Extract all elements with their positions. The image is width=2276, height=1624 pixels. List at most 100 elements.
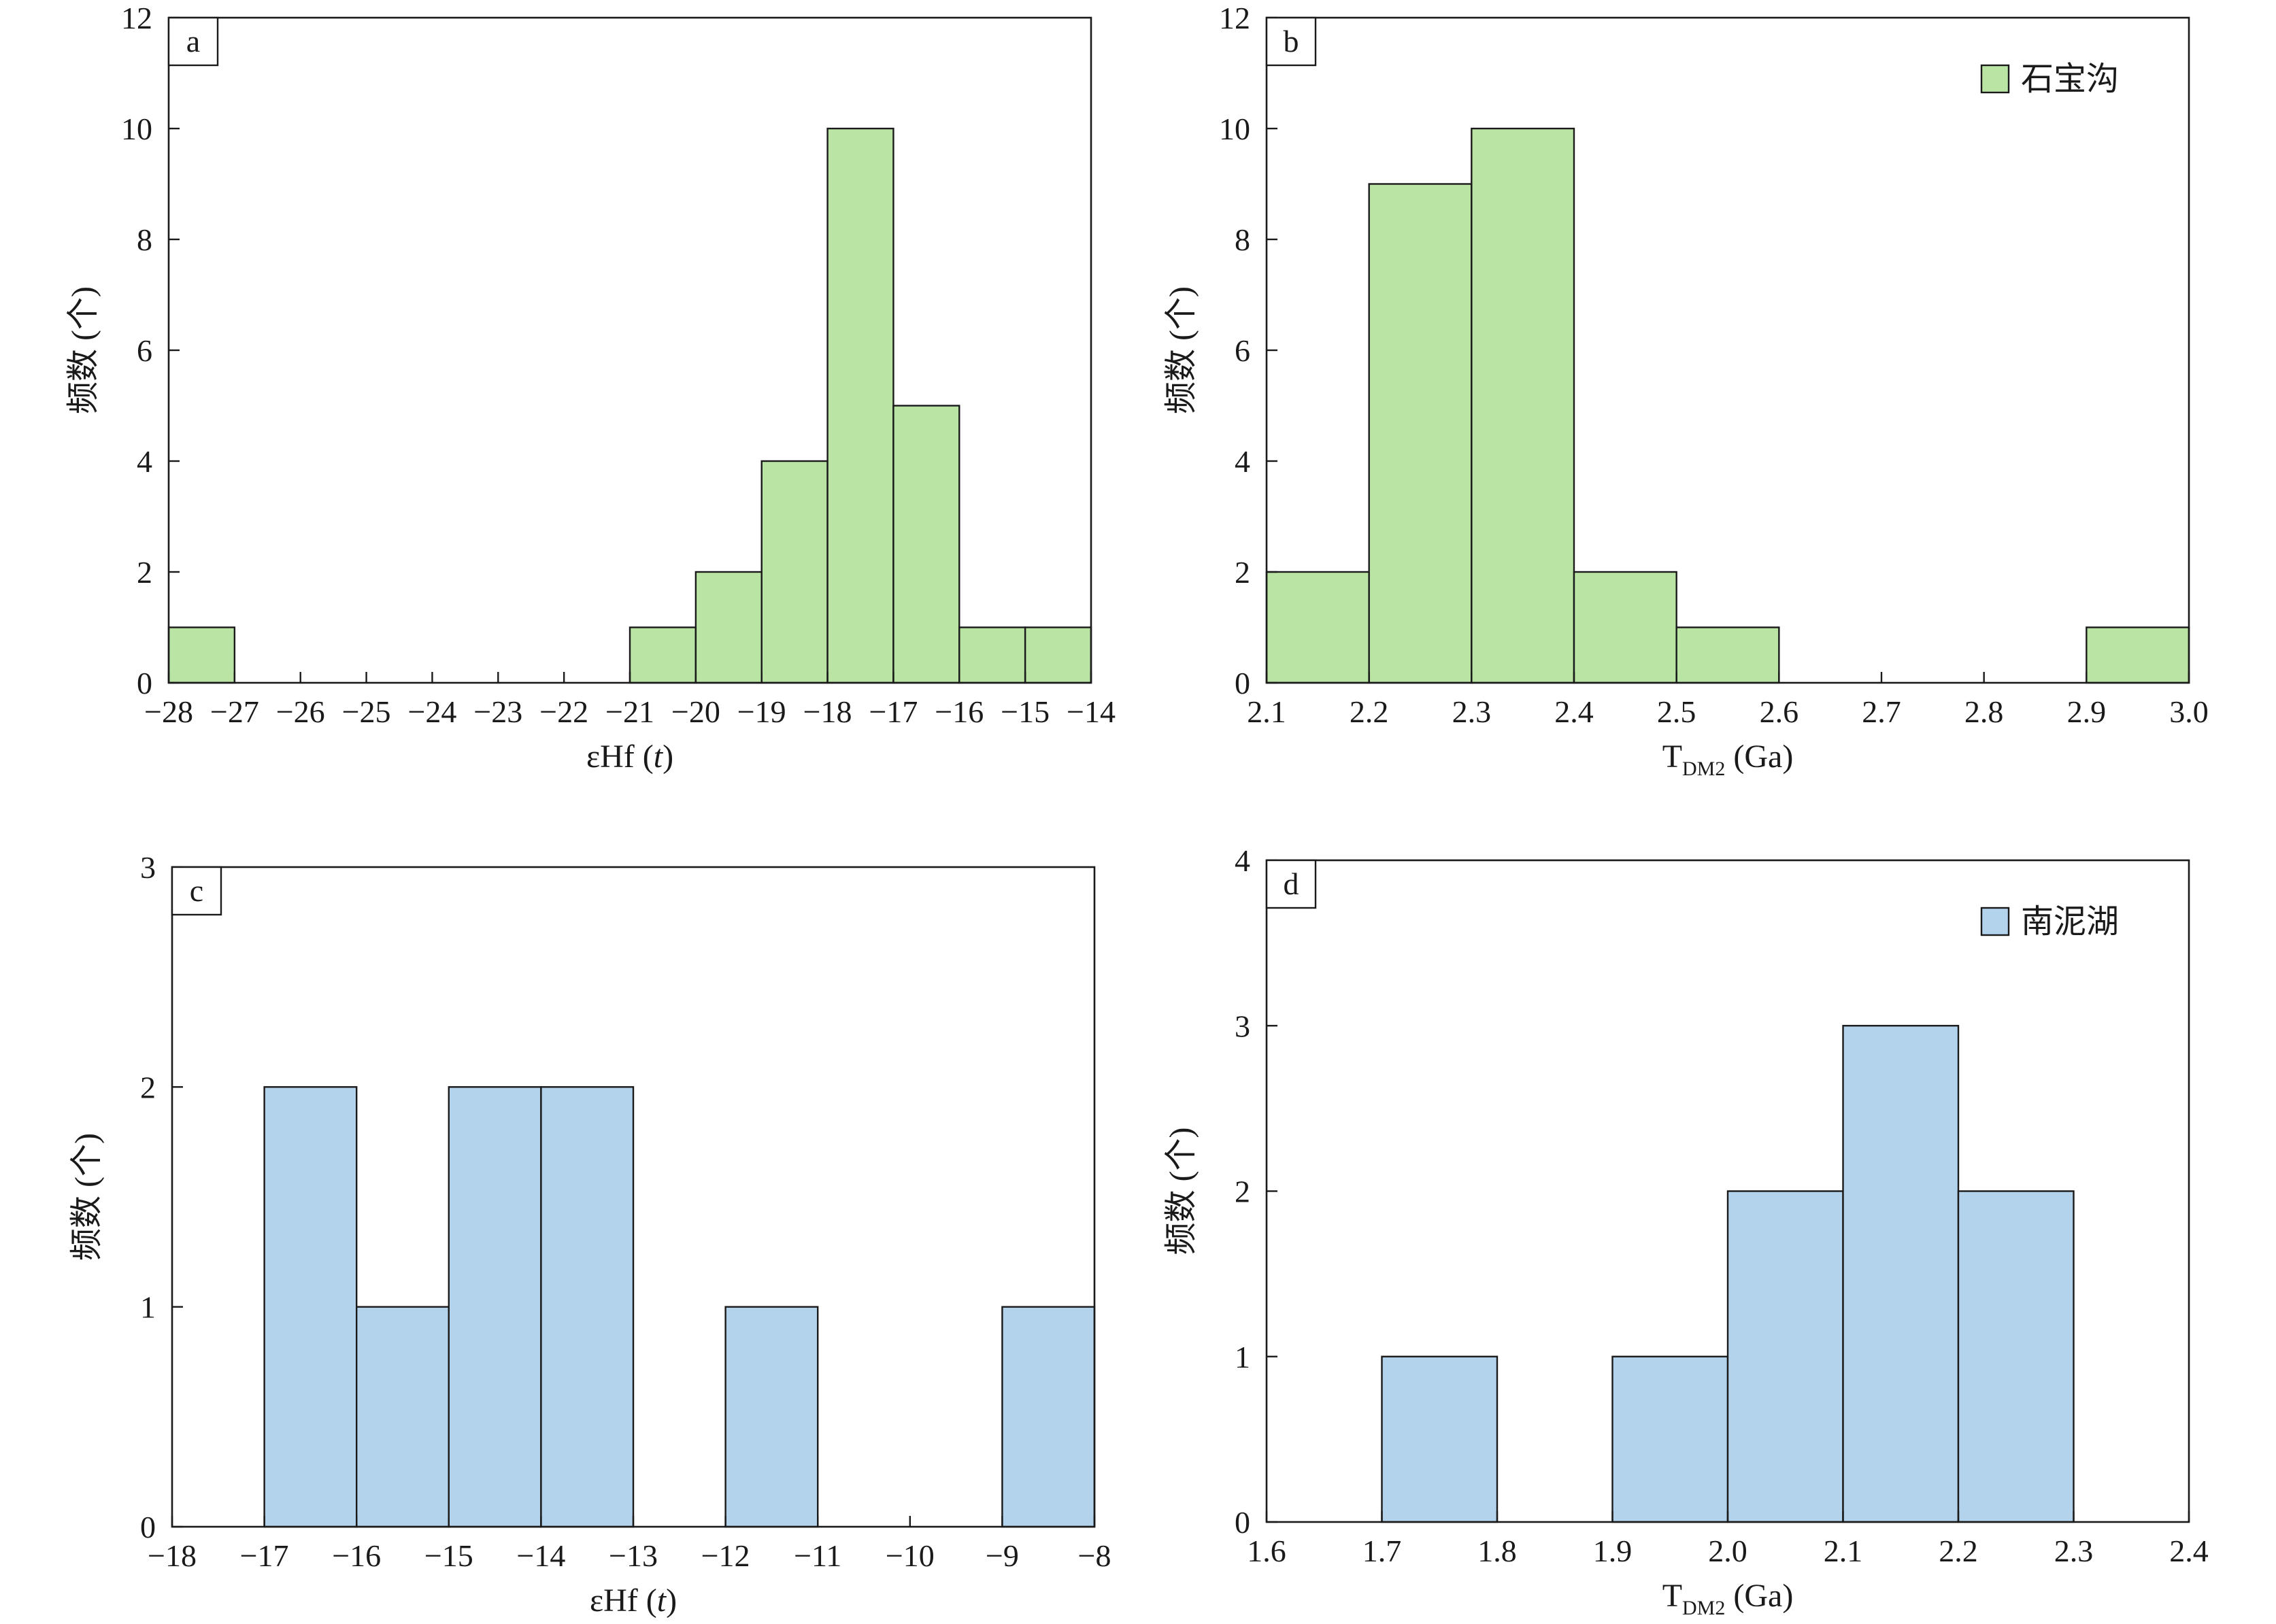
histogram-bar — [1573, 571, 1677, 684]
panel-label-box — [1265, 859, 1317, 909]
x-tick-label: −17 — [240, 1538, 289, 1573]
histogram-bar — [1368, 183, 1473, 684]
x-tick-label: 1.8 — [1477, 1534, 1517, 1568]
x-tick-label: −14 — [1067, 694, 1116, 729]
x-tick-label: 2.2 — [1939, 1534, 1978, 1568]
histogram-bar — [1471, 127, 1575, 684]
legend-label: 南泥湖 — [2021, 904, 2119, 940]
panel-label-box — [171, 866, 222, 916]
y-tick-label: 4 — [1235, 444, 1250, 479]
histogram-bar — [1381, 1355, 1499, 1523]
panel-b: 2.1 2.2 2.3 2.4 2.5 2.6 2.7 2.8 2.9 3.0 0 2 4 6 8 10 12 T… — [1163, 1, 2209, 780]
y-tick-label: 2 — [1235, 555, 1250, 590]
histogram-bar — [892, 405, 960, 684]
panel-label-box — [1265, 16, 1317, 67]
y-tick-label: 10 — [1219, 112, 1250, 146]
y-tick-label: 8 — [137, 222, 152, 257]
y-tick-label: 12 — [121, 1, 152, 35]
y-tick-label: 1 — [140, 1290, 156, 1325]
y-axis-title: 频数 (个) — [69, 1133, 105, 1261]
x-tick-label: −12 — [701, 1538, 750, 1573]
y-tick-label: 0 — [1235, 666, 1250, 700]
histogram-bar — [1024, 626, 1092, 684]
histogram-bar — [1842, 1025, 1960, 1523]
histogram-bar — [958, 626, 1026, 684]
y-tick-label: 2 — [1235, 1174, 1250, 1209]
x-tick-label: −19 — [737, 694, 786, 729]
x-tick-label: 2.2 — [1350, 694, 1389, 729]
x-tick-label: 2.4 — [1554, 694, 1594, 729]
y-tick-label: 0 — [140, 1510, 156, 1544]
x-tick-label: −18 — [803, 694, 852, 729]
x-tick-label: −23 — [473, 694, 522, 729]
x-tick-label: −27 — [210, 694, 259, 729]
y-tick-label: 6 — [137, 333, 152, 368]
y-tick-label: 3 — [1235, 1009, 1250, 1043]
histogram-bar — [167, 626, 236, 684]
x-tick-label: −26 — [276, 694, 325, 729]
y-tick-label: 12 — [1219, 1, 1250, 35]
histogram-bar — [1611, 1355, 1729, 1523]
x-tick-label: 2.3 — [1452, 694, 1492, 729]
x-tick-label: 2.7 — [1862, 694, 1901, 729]
x-tick-label: 2.8 — [1964, 694, 2004, 729]
histogram-bar — [724, 1306, 819, 1528]
panel-label: d — [1284, 866, 1299, 901]
x-tick-label: 1.7 — [1362, 1534, 1402, 1568]
y-tick-label: 10 — [121, 112, 152, 146]
x-axis-title: TDM2 (Ga) — [1662, 1578, 1794, 1619]
x-tick-label: −24 — [407, 694, 456, 729]
panel-label-box — [167, 16, 219, 67]
legend-swatch — [1980, 64, 2010, 94]
histogram-bar — [1265, 571, 1370, 684]
x-tick-label: −8 — [1078, 1538, 1111, 1573]
x-tick-label: −22 — [539, 694, 588, 729]
y-tick-label: 0 — [137, 666, 152, 700]
panel-c: −18 −17 −16 −15 −14 −13 −12 −11 −10 −9 −8 0 1 2 3 εHf (… — [69, 850, 1111, 1619]
y-tick-label: 4 — [137, 444, 152, 479]
x-tick-label: 3.0 — [2169, 694, 2209, 729]
panel-label: c — [190, 873, 203, 908]
y-tick-label: 0 — [1235, 1505, 1250, 1540]
y-axis-title: 频数 (个) — [65, 286, 101, 414]
x-tick-label: −15 — [424, 1538, 473, 1573]
histogram-bar — [540, 1086, 635, 1528]
histogram-bar — [2086, 626, 2190, 684]
x-tick-label: 2.9 — [2067, 694, 2107, 729]
panel-d: 1.6 1.7 1.8 1.9 2.0 2.1 2.2 2.3 2.4 0 1 2 3 4 TDM2 (Ga… — [1163, 843, 2209, 1619]
x-tick-label: −16 — [332, 1538, 381, 1573]
x-tick-label: 2.1 — [1247, 694, 1286, 729]
x-tick-label: −17 — [869, 694, 918, 729]
x-tick-label: −15 — [1001, 694, 1050, 729]
x-tick-label: −11 — [794, 1538, 841, 1573]
histogram-bar — [760, 460, 829, 684]
legend-swatch — [1980, 907, 2010, 936]
histogram-bar — [1675, 626, 1780, 684]
y-tick-label: 8 — [1235, 222, 1250, 257]
x-tick-label: 2.1 — [1824, 1534, 1863, 1568]
histogram-bar — [263, 1086, 358, 1528]
y-tick-label: 1 — [1235, 1340, 1250, 1374]
x-axis-title: TDM2 (Ga) — [1662, 739, 1794, 780]
x-tick-label: −13 — [609, 1538, 658, 1573]
panel-label: a — [186, 24, 200, 58]
x-tick-label: 2.6 — [1760, 694, 1799, 729]
x-tick-label: −14 — [516, 1538, 565, 1573]
x-tick-label: −10 — [886, 1538, 935, 1573]
histogram-bar — [1726, 1190, 1844, 1523]
x-tick-label: −21 — [605, 694, 654, 729]
histogram-bar — [448, 1086, 542, 1528]
x-tick-label: 2.5 — [1657, 694, 1696, 729]
y-tick-label: 6 — [1235, 333, 1250, 368]
y-axis-title: 频数 (个) — [1163, 1128, 1199, 1255]
x-tick-label: 2.3 — [2054, 1534, 2094, 1568]
x-tick-label: −16 — [935, 694, 984, 729]
x-tick-label: −25 — [342, 694, 391, 729]
y-axis-title: 频数 (个) — [1163, 286, 1199, 414]
histogram-bar — [826, 127, 894, 684]
x-tick-label: −9 — [986, 1538, 1019, 1573]
x-tick-label: −18 — [148, 1538, 197, 1573]
y-tick-label: 2 — [140, 1070, 156, 1104]
x-tick-label: 1.9 — [1593, 1534, 1633, 1568]
histogram-bar — [1001, 1306, 1096, 1528]
